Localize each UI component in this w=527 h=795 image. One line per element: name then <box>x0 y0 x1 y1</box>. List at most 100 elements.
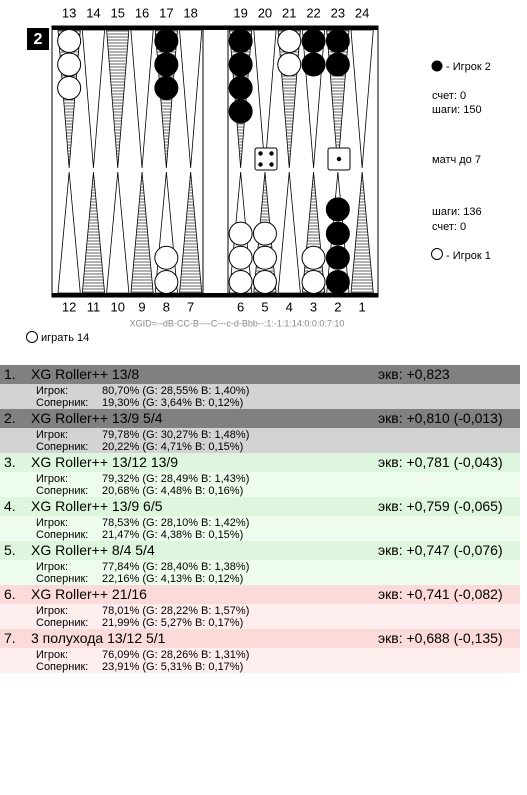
entry-header: 3. XG Roller++ 13/12 13/9 экв: +0,781 (-0,… <box>0 453 520 472</box>
entry-number: 5. <box>4 542 16 558</box>
cube-value: 2 <box>34 31 43 48</box>
entry-equity: экв: +0,741 (-0,082) <box>378 586 503 602</box>
point-number: 14 <box>86 5 100 20</box>
player2-name: - Игрок 2 <box>446 61 491 73</box>
point-number: 24 <box>355 5 369 20</box>
entry-equity: экв: +0,688 (-0,135) <box>378 630 503 646</box>
checker <box>154 245 179 270</box>
point-number: 7 <box>187 299 194 314</box>
point-triangle <box>106 171 130 294</box>
checker <box>277 52 302 77</box>
opponent-stats: 20,68% (G: 4,48% B: 0,16%) <box>102 485 244 497</box>
analysis-entry: 1. XG Roller++ 13/8 экв: +0,823 Игрок: 80,70… <box>0 365 520 409</box>
opponent-label: Соперник: <box>36 573 89 585</box>
point-triangle <box>253 29 277 169</box>
point-triangle <box>130 29 154 169</box>
checker <box>228 76 253 100</box>
opponent-stats: 21,47% (G: 4,38% B: 0,15%) <box>102 529 244 541</box>
player-label: Игрок: <box>36 429 69 441</box>
die-pip <box>269 151 274 156</box>
checker <box>325 52 350 77</box>
point-number: 12 <box>62 299 76 314</box>
point-number: 4 <box>286 299 293 314</box>
player1-icon <box>431 248 443 260</box>
play-label[interactable]: играть 14 <box>41 332 89 344</box>
spacer <box>0 429 36 441</box>
checker <box>57 76 82 100</box>
entry-number: 3. <box>4 454 16 470</box>
point-triangle <box>130 171 154 294</box>
match-length: матч до 7 <box>432 154 481 166</box>
player-stats: 78,53% (G: 28,10% B: 1,42%) <box>102 517 250 529</box>
entry-equity: экв: +0,810 (-0,013) <box>378 410 503 426</box>
point-triangle <box>179 29 203 169</box>
player2-score: счет: 0 <box>432 90 466 102</box>
opponent-stats: 22,16% (G: 4,13% B: 0,12%) <box>102 573 244 585</box>
point-number: 5 <box>261 299 268 314</box>
spacer <box>0 517 36 529</box>
spacer <box>0 529 36 541</box>
entry-details: Игрок: 80,70% (G: 28,55% B: 1,40%) Соперни… <box>0 384 520 409</box>
point-triangle <box>350 29 374 169</box>
spacer <box>0 617 36 629</box>
checker <box>325 197 350 222</box>
entry-header: 4. XG Roller++ 13/9 6/5 экв: +0,759 (-0,06… <box>0 497 520 516</box>
entry-move: XG Roller++ 8/4 5/4 <box>31 542 155 558</box>
spacer <box>0 473 36 485</box>
checker <box>252 221 277 246</box>
spacer <box>0 397 36 409</box>
checker <box>252 245 277 270</box>
entry-header: 2. XG Roller++ 13/9 5/4 экв: +0,810 (-0,01… <box>0 409 520 428</box>
xgid: XGID=--dB-CC-B----C---c-d-Bbb--:1:-1:1:1… <box>130 318 345 328</box>
point-triangle <box>81 171 106 294</box>
player-label: Игрок: <box>36 385 69 397</box>
player1-name: - Игрок 1 <box>446 250 491 262</box>
point-number: 20 <box>258 5 272 20</box>
analysis-entry: 4. XG Roller++ 13/9 6/5 экв: +0,759 (-0,06… <box>0 497 520 541</box>
player-label: Игрок: <box>36 605 69 617</box>
entry-details: Игрок: 78,01% (G: 28,22% B: 1,57%) Соперни… <box>0 604 520 629</box>
analysis-entry: 2. XG Roller++ 13/9 5/4 экв: +0,810 (-0,01… <box>0 409 520 453</box>
analysis-entry: 3. XG Roller++ 13/12 13/9 экв: +0,781 (-0,… <box>0 453 520 497</box>
point-number: 16 <box>135 5 149 20</box>
checker <box>228 29 253 53</box>
die-pip <box>258 151 263 156</box>
entry-number: 2. <box>4 410 16 426</box>
point-number: 21 <box>282 5 296 20</box>
checker <box>325 245 350 270</box>
player-stats: 79,32% (G: 28,49% B: 1,43%) <box>102 473 250 485</box>
player-stats: 76,09% (G: 28,26% B: 1,31%) <box>102 649 250 661</box>
board-top-rail <box>52 26 378 30</box>
entry-details: Игрок: 79,32% (G: 28,49% B: 1,43%) Соперни… <box>0 472 520 497</box>
analysis-entry: 5. XG Roller++ 8/4 5/4 экв: +0,747 (-0,076… <box>0 541 520 585</box>
point-number: 11 <box>87 299 101 314</box>
checker <box>325 29 350 53</box>
checker <box>154 270 179 294</box>
entry-number: 4. <box>4 498 16 514</box>
point-number: 19 <box>233 5 247 20</box>
player2-icon <box>431 60 443 72</box>
point-triangle <box>350 171 374 294</box>
play-radio[interactable] <box>26 331 38 343</box>
point-number: 9 <box>138 299 145 314</box>
board-bottom-rail <box>52 293 378 297</box>
entry-equity: экв: +0,747 (-0,076) <box>378 542 503 558</box>
checker <box>228 270 253 294</box>
die <box>254 147 278 171</box>
opponent-stats: 19,30% (G: 3,64% B: 0,12%) <box>102 397 244 409</box>
player-stats: 80,70% (G: 28,55% B: 1,40%) <box>102 385 250 397</box>
spacer <box>0 561 36 573</box>
spacer <box>0 605 36 617</box>
spacer <box>0 649 36 661</box>
checker <box>252 270 277 294</box>
die-pip <box>258 162 263 167</box>
spacer <box>0 385 36 397</box>
player1-pips: шаги: 136 <box>432 206 482 218</box>
entry-move: XG Roller++ 13/9 6/5 <box>31 498 163 514</box>
points <box>57 29 374 294</box>
point-triangle <box>179 171 203 294</box>
spacer <box>0 441 36 453</box>
entry-header: 7. 3 полухода 13/12 5/1 экв: +0,688 (-0,13… <box>0 629 520 648</box>
entry-move: XG Roller++ 13/9 5/4 <box>31 410 163 426</box>
player1-score: счет: 0 <box>432 221 466 233</box>
